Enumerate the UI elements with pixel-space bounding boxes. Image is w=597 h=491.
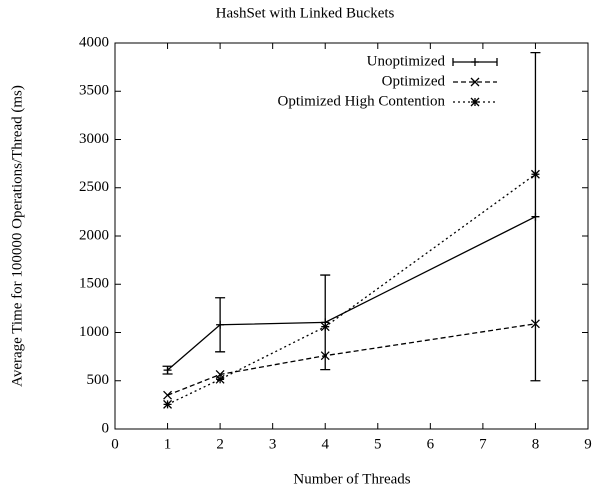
x-tick-label: 8 (532, 436, 540, 452)
x-tick-label: 3 (269, 436, 277, 452)
x-tick-label: 0 (111, 436, 119, 452)
point (320, 322, 330, 332)
y-tick-label: 3500 (79, 83, 109, 99)
y-tick-label: 2000 (79, 227, 109, 243)
legend-label: Unoptimized (367, 53, 446, 69)
series-line (167, 323, 536, 396)
y-tick-label: 0 (102, 420, 110, 436)
x-tick-label: 6 (427, 436, 435, 452)
legend-label: Optimized (382, 73, 446, 89)
y-tick-label: 2500 (79, 179, 109, 195)
point (470, 97, 480, 107)
point (531, 212, 540, 221)
point (163, 390, 173, 400)
point (163, 366, 172, 375)
y-tick-label: 1000 (79, 324, 109, 340)
point (470, 77, 480, 87)
point (163, 399, 173, 409)
series-line (167, 173, 536, 405)
legend-cap (452, 58, 498, 66)
y-axis-label: Average Time for 100000 Operations/Threa… (9, 85, 25, 387)
point (216, 320, 225, 329)
point (215, 374, 225, 384)
series-line (167, 216, 536, 371)
x-axis-label: Number of Threads (293, 471, 410, 487)
point (530, 319, 540, 329)
x-tick-label: 7 (479, 436, 487, 452)
point (320, 351, 330, 361)
chart-title: HashSet with Linked Buckets (216, 5, 395, 21)
y-tick-label: 500 (87, 372, 110, 388)
x-tick-label: 2 (216, 436, 224, 452)
x-tick-label: 5 (374, 436, 382, 452)
x-tick-label: 9 (584, 436, 592, 452)
y-tick-label: 1500 (79, 276, 109, 292)
point (471, 58, 479, 66)
legend-label: Optimized High Contention (278, 93, 446, 109)
y-tick-label: 4000 (79, 34, 109, 50)
x-tick-label: 4 (321, 436, 329, 452)
point (530, 169, 540, 179)
x-tick-label: 1 (164, 436, 172, 452)
y-tick-label: 3000 (79, 131, 109, 147)
